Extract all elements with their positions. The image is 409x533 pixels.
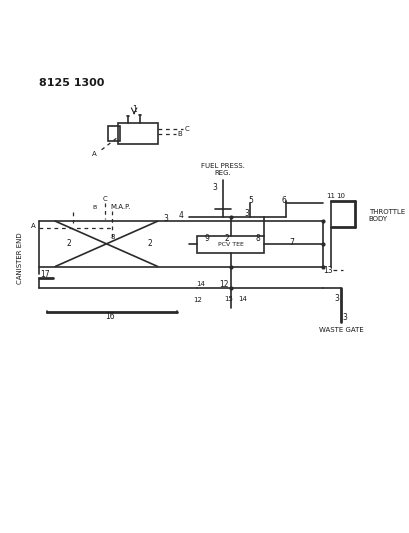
Text: 4: 4 — [179, 211, 183, 220]
Text: 2: 2 — [67, 239, 71, 248]
Text: 3: 3 — [334, 294, 339, 303]
Text: 1: 1 — [131, 105, 136, 114]
Text: 3: 3 — [243, 209, 248, 218]
Text: B: B — [92, 205, 97, 210]
Text: 3: 3 — [163, 214, 168, 223]
Text: 11: 11 — [325, 193, 334, 199]
Bar — [108, 126, 119, 141]
Text: A: A — [31, 223, 36, 229]
Text: 5: 5 — [247, 196, 252, 205]
Text: 14: 14 — [238, 296, 246, 302]
Text: 7: 7 — [289, 238, 294, 247]
Text: 15: 15 — [224, 296, 233, 302]
Text: 8125 1300: 8125 1300 — [39, 78, 105, 88]
Text: 14: 14 — [196, 281, 205, 287]
Text: WASTE GATE: WASTE GATE — [318, 327, 363, 333]
Text: PCV TEE: PCV TEE — [217, 242, 243, 247]
Text: 2: 2 — [224, 235, 229, 244]
Text: M.A.P.: M.A.P. — [110, 204, 130, 211]
Text: 8: 8 — [110, 234, 115, 240]
Text: A: A — [92, 151, 97, 157]
Text: 9: 9 — [204, 235, 209, 244]
Text: 3: 3 — [212, 183, 217, 192]
Text: FUEL PRESS.
REG.: FUEL PRESS. REG. — [200, 164, 244, 176]
Text: 12: 12 — [218, 280, 228, 289]
Text: 17: 17 — [40, 270, 50, 279]
Text: 8: 8 — [255, 235, 260, 244]
Text: THROTTLE
BODY: THROTTLE BODY — [368, 209, 404, 222]
Text: 16: 16 — [106, 312, 115, 321]
Bar — [197, 236, 264, 253]
Text: 6: 6 — [281, 196, 286, 205]
Text: B: B — [177, 131, 181, 138]
Text: 12: 12 — [192, 297, 201, 303]
Text: 13: 13 — [323, 266, 332, 275]
Text: 10: 10 — [336, 193, 345, 199]
Text: C: C — [184, 126, 189, 132]
Text: 3: 3 — [342, 313, 347, 322]
Bar — [118, 123, 157, 144]
Text: 2: 2 — [147, 239, 152, 248]
Text: C: C — [102, 197, 107, 203]
Text: CANISTER END: CANISTER END — [17, 233, 22, 285]
